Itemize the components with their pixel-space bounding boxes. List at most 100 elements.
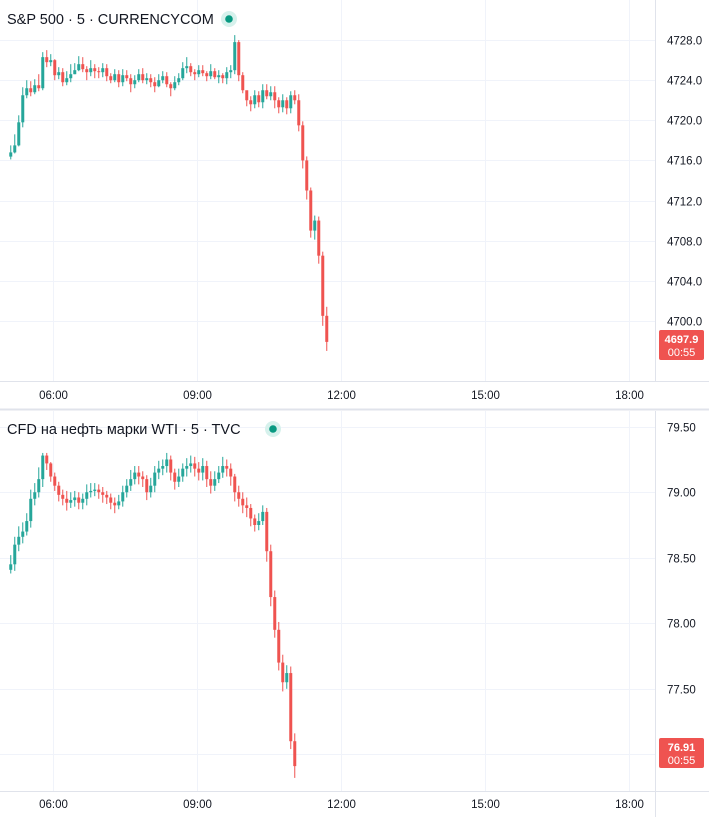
candle-body — [221, 466, 225, 473]
candle-body — [157, 468, 161, 473]
wti-time-axis[interactable]: 06:00 09:00 12:00 15:00 18:00 — [39, 799, 644, 811]
candle-body — [237, 492, 241, 499]
candle-body — [165, 459, 169, 467]
candle-body — [253, 95, 257, 105]
candle-body — [113, 502, 117, 506]
candle-body — [125, 485, 129, 493]
candle-body — [193, 463, 197, 469]
candle-body — [65, 498, 69, 503]
candle-body — [193, 72, 197, 75]
candle-body — [29, 88, 33, 93]
candle-body — [257, 95, 261, 103]
candle-body — [61, 72, 65, 83]
price-tick-label: 4712.0 — [667, 197, 702, 209]
price-tick-label: 4724.0 — [667, 76, 702, 88]
candle-body — [9, 152, 13, 157]
candle-body — [121, 492, 125, 502]
time-tick-label: 06:00 — [39, 390, 68, 402]
candle-body — [153, 472, 157, 486]
candle-body — [245, 90, 249, 101]
time-tick-label: 15:00 — [471, 390, 500, 402]
candle-body — [89, 68, 93, 73]
candle-body — [109, 76, 113, 81]
sp500-price-axis[interactable]: 4728.0 4724.0 4720.0 4716.0 4712.0 4708.0 4704… — [667, 36, 702, 329]
candle-body — [297, 100, 301, 126]
candle-body — [37, 85, 41, 89]
candle-body — [177, 78, 181, 83]
candle-body — [93, 68, 97, 72]
candle-body — [141, 74, 145, 81]
candle-body — [309, 190, 313, 231]
candle-body — [21, 531, 25, 537]
candle-body — [185, 466, 189, 469]
candle-body — [277, 100, 281, 108]
candle-body — [205, 73, 209, 77]
wti-last-price: 76.91 — [668, 742, 696, 754]
candle-body — [201, 466, 205, 473]
candle-body — [273, 92, 277, 101]
candle-body — [81, 498, 85, 503]
price-tick-label: 4700.0 — [667, 317, 702, 329]
candle-body — [9, 564, 13, 570]
candle-body — [53, 476, 57, 486]
candle-body — [33, 492, 37, 499]
candle-body — [181, 468, 185, 477]
wti-chart-title[interactable]: CFD на нефть марки WTI · 5 · TVC — [7, 422, 241, 438]
candle-body — [265, 90, 269, 97]
candle-body — [313, 220, 317, 231]
candle-body — [229, 468, 233, 477]
candle-body — [105, 68, 109, 77]
candle-body — [273, 597, 277, 630]
sp500-grid — [0, 0, 655, 381]
candle-body — [277, 629, 281, 663]
price-tick-label: 78.00 — [667, 619, 696, 631]
candle-body — [81, 64, 85, 70]
candle-body — [17, 122, 21, 146]
time-tick-label: 09:00 — [183, 390, 212, 402]
candle-body — [25, 88, 29, 96]
candle-body — [45, 57, 49, 63]
candle-body — [281, 662, 285, 683]
price-tick-label: 4704.0 — [667, 277, 702, 289]
candle-body — [41, 57, 45, 89]
candle-body — [85, 492, 89, 499]
candle-body — [137, 472, 141, 477]
candle-body — [161, 76, 165, 81]
candle-body — [13, 145, 17, 153]
price-tick-label: 77.50 — [667, 685, 696, 697]
candle-body — [165, 76, 169, 85]
candle-body — [253, 518, 257, 525]
candle-body — [77, 64, 81, 71]
wti-grid — [0, 411, 655, 791]
candle-body — [145, 78, 149, 81]
candle-body — [257, 521, 261, 525]
sp500-pane[interactable]: 4728.0 4724.0 4720.0 4716.0 4712.0 4708.0 4704… — [0, 0, 709, 402]
live-dot-icon — [221, 11, 237, 27]
candle-body — [241, 75, 245, 91]
time-tick-label: 09:00 — [183, 799, 212, 811]
candle-body — [189, 463, 193, 467]
candle-body — [209, 71, 213, 77]
candle-body — [205, 466, 209, 480]
sp500-candles — [9, 35, 329, 351]
time-tick-label: 06:00 — [39, 799, 68, 811]
candle-body — [173, 472, 177, 482]
candle-body — [249, 100, 253, 105]
candle-body — [117, 501, 121, 506]
candle-body — [197, 468, 201, 473]
time-tick-label: 18:00 — [615, 390, 644, 402]
sp500-time-axis[interactable]: 06:00 09:00 12:00 15:00 18:00 — [39, 390, 644, 402]
candle-body — [261, 511, 265, 522]
candle-body — [157, 80, 161, 87]
candle-body — [97, 71, 101, 73]
candle-body — [169, 459, 173, 473]
candle-body — [181, 68, 185, 79]
sp500-chart-title[interactable]: S&P 500 · 5 · CURRENCYCOM — [7, 12, 214, 28]
candle-body — [245, 505, 249, 508]
candle-body — [225, 72, 229, 79]
candle-body — [57, 72, 61, 76]
candle-body — [161, 466, 165, 469]
